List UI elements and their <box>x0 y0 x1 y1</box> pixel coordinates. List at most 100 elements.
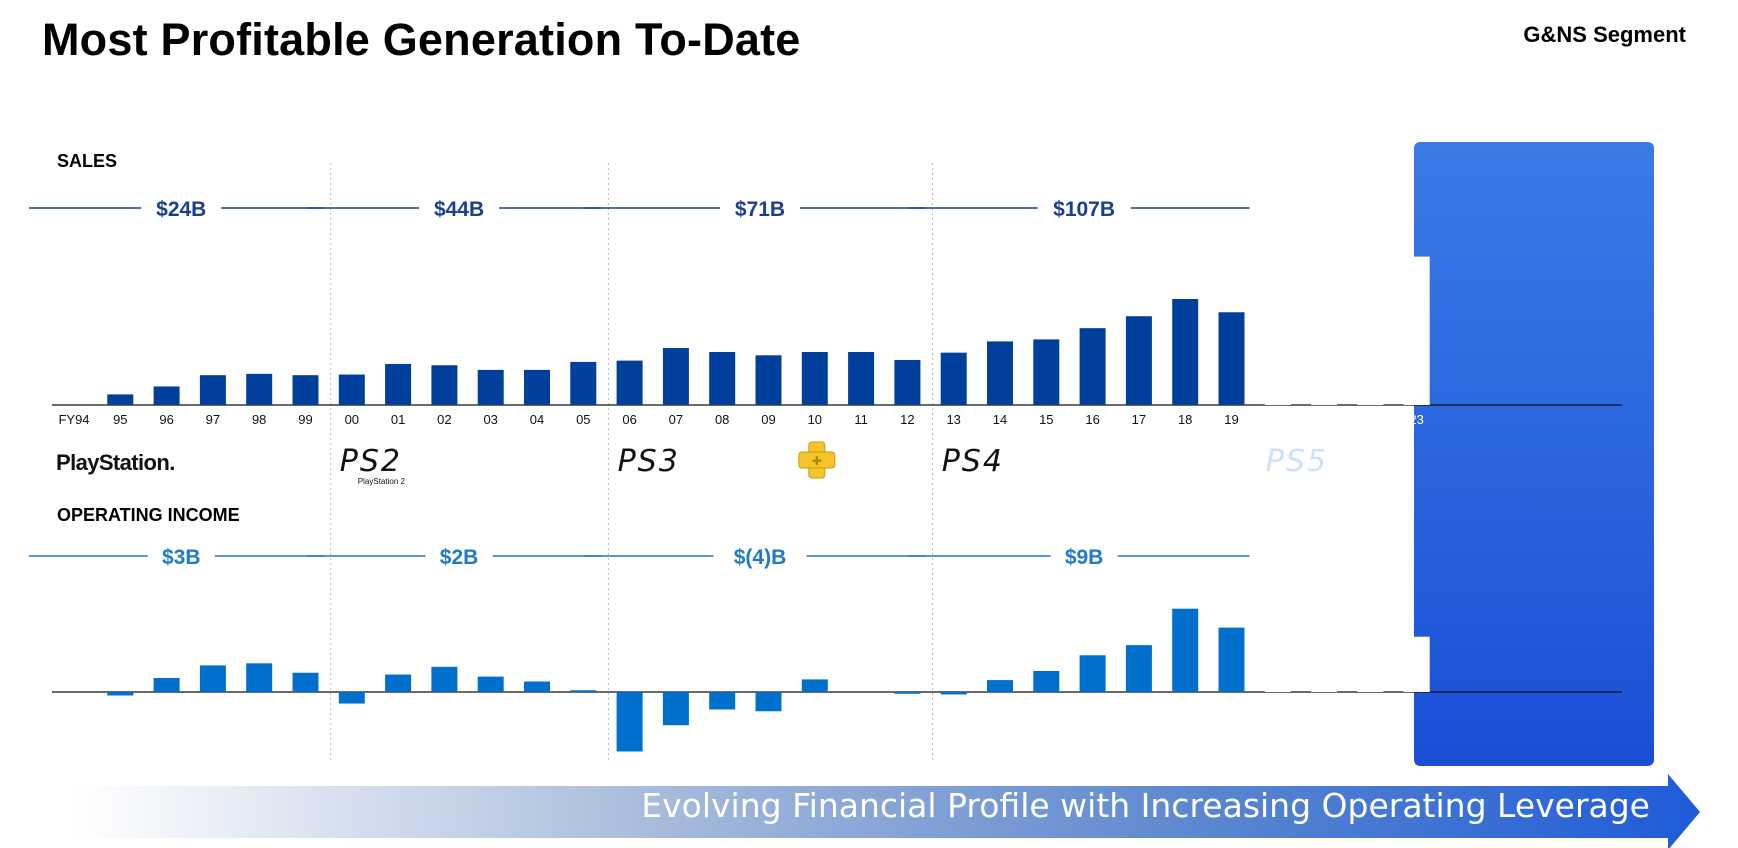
oi-bar <box>1125 645 1152 692</box>
oi-bar <box>755 692 782 712</box>
year-tick-label: 08 <box>715 412 729 427</box>
sales-bar <box>153 386 180 405</box>
sales-bar <box>616 360 643 405</box>
year-tick-label: 21 <box>1317 412 1331 427</box>
sales-total-label: $24B <box>156 198 206 221</box>
ps5-highlight-panel <box>1414 142 1654 766</box>
oi-bar <box>1264 598 1291 692</box>
banner-arrow <box>74 774 1700 848</box>
ps2-logo-subtitle: PlayStation 2 <box>358 477 406 486</box>
sales-bar <box>709 352 736 405</box>
oi-bar <box>1218 627 1245 692</box>
oi-total-label: $10B <box>1299 538 1371 571</box>
year-tick-label: 97 <box>206 412 220 427</box>
page-title: Most Profitable Generation To-Date <box>42 14 801 65</box>
sales-bar <box>940 352 967 405</box>
segment-label: G&NS Segment <box>1523 22 1686 47</box>
oi-bar <box>570 690 597 692</box>
oi-total-label: $(4)B <box>734 546 787 569</box>
oi-bar <box>1033 671 1060 692</box>
sales-bar <box>1125 316 1152 405</box>
oi-bar <box>987 680 1013 692</box>
year-tick-label: 99 <box>298 412 312 427</box>
year-tick-label: 02 <box>437 412 451 427</box>
sales-bar <box>1357 267 1384 405</box>
year-tick-label: 14 <box>993 412 1007 427</box>
year-tick-label: 11 <box>854 412 868 427</box>
year-tick-label: 23 <box>1409 412 1423 427</box>
sales-bar <box>894 359 921 405</box>
sales-bar <box>338 374 365 405</box>
oi-bar <box>940 692 967 695</box>
sales-bar <box>524 369 550 405</box>
oi-bar <box>1311 600 1338 692</box>
sales-bar <box>385 363 412 405</box>
year-tick-label: 17 <box>1132 412 1146 427</box>
sales-bar <box>431 365 458 405</box>
oi-bar <box>894 692 921 694</box>
year-tick-label: 96 <box>159 412 173 427</box>
oi-bar <box>709 692 736 710</box>
oi-bar <box>338 692 365 704</box>
oi-bar <box>477 676 504 692</box>
sales-bar <box>987 341 1013 405</box>
oi-bar <box>246 663 273 692</box>
oi-total-label: $9B <box>1065 546 1104 569</box>
year-tick-label: 05 <box>576 412 590 427</box>
sales-bar <box>199 375 226 405</box>
oi-total-label: $3B <box>162 546 201 569</box>
oi-total-label: $2B <box>440 546 479 569</box>
ps4-logo: PS4 <box>942 444 1004 479</box>
sales-section-label: SALES <box>57 151 118 171</box>
sales-bar <box>570 361 597 405</box>
year-tick-label: 98 <box>252 412 266 427</box>
sales-total-label: $71B <box>735 198 785 221</box>
sales-bar <box>1172 299 1199 405</box>
year-tick-label: 22 <box>1363 412 1377 427</box>
year-tick-label: 03 <box>483 412 497 427</box>
oi-bar <box>1172 608 1199 692</box>
sales-bar <box>477 369 504 405</box>
year-tick-label: 18 <box>1178 412 1192 427</box>
year-tick-label: 04 <box>530 412 544 427</box>
sales-bar <box>107 394 134 405</box>
year-tick-label: 00 <box>345 412 359 427</box>
year-tick-label: 10 <box>808 412 822 427</box>
year-tick-label: 13 <box>946 412 960 427</box>
operating-income-section-label: OPERATING INCOME <box>57 505 240 525</box>
oi-bar <box>662 692 689 726</box>
oi-bar <box>292 672 319 692</box>
sales-bar <box>1311 280 1338 405</box>
ps3-logo: PS3 <box>618 444 680 479</box>
playstation-logo: PlayStation. <box>56 450 175 475</box>
sales-bar <box>1264 276 1291 405</box>
year-tick-label: 20 <box>1271 412 1285 427</box>
sales-bar <box>848 352 875 405</box>
year-tick-label: 07 <box>669 412 683 427</box>
sales-bar <box>755 355 782 405</box>
oi-bar <box>431 666 458 692</box>
year-tick-label: 06 <box>622 412 636 427</box>
sales-bar <box>1403 256 1430 405</box>
year-tick-label: 09 <box>761 412 775 427</box>
oi-bar <box>107 692 134 696</box>
oi-bar <box>199 665 226 692</box>
sales-bar <box>246 373 273 405</box>
sales-total-label: $44B <box>434 198 484 221</box>
oi-bar <box>385 674 412 692</box>
oi-bar <box>616 692 643 752</box>
ps2-logo: PS2 <box>340 444 402 479</box>
sales-bar <box>1033 339 1060 405</box>
sales-bar <box>662 348 689 405</box>
year-tick-label: 16 <box>1085 412 1099 427</box>
year-tick-label: 95 <box>113 412 127 427</box>
sales-total-label: $107B <box>1053 198 1115 221</box>
oi-bar <box>801 679 828 692</box>
banner-text: Evolving Financial Profile with Increasi… <box>641 786 1650 825</box>
sales-bar <box>292 375 319 405</box>
svg-text:✚: ✚ <box>812 454 822 468</box>
year-tick-label: 12 <box>900 412 914 427</box>
year-tick-label: 01 <box>391 412 405 427</box>
oi-bar <box>1357 637 1384 692</box>
